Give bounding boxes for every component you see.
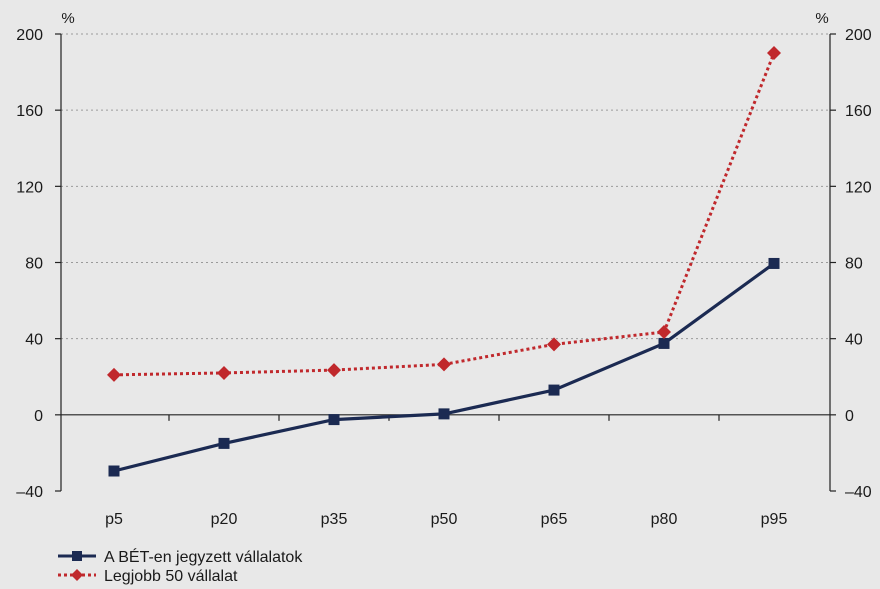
x-tick-label: p5 bbox=[105, 511, 123, 528]
y-tick-label-right: 0 bbox=[845, 408, 854, 425]
legend-label-2: Legjobb 50 vállalat bbox=[104, 568, 238, 585]
data-point-series-1 bbox=[658, 337, 670, 349]
y-tick-label-right: 80 bbox=[845, 256, 863, 273]
y-tick-label-right: 200 bbox=[845, 27, 872, 44]
left-y-unit-label: % bbox=[61, 10, 74, 27]
y-tick-label-left: 200 bbox=[16, 27, 43, 44]
y-tick-label-left: 80 bbox=[25, 256, 43, 273]
right-y-unit-label: % bbox=[815, 10, 828, 27]
tick-labels: –40 –40 0 0 40 40 80 80 120 120 160 160 200 200 p5 p20 p… bbox=[16, 27, 872, 528]
x-tick-label: p50 bbox=[431, 511, 458, 528]
x-tick-label: p65 bbox=[541, 511, 568, 528]
data-point-series-2 bbox=[217, 365, 231, 380]
series bbox=[107, 46, 781, 477]
y-tick-label-right: –40 bbox=[845, 484, 872, 501]
data-point-series-1 bbox=[108, 465, 120, 477]
legend-marker-1 bbox=[72, 551, 82, 561]
data-point-series-2 bbox=[107, 367, 121, 382]
data-point-series-2 bbox=[547, 337, 561, 352]
x-tick-label: p80 bbox=[651, 511, 678, 528]
legend-marker-2 bbox=[71, 569, 83, 581]
data-point-series-2 bbox=[437, 357, 451, 372]
data-point-series-1 bbox=[438, 408, 450, 420]
x-tick-label: p95 bbox=[761, 511, 788, 528]
data-point-series-1 bbox=[768, 257, 780, 269]
data-point-series-1 bbox=[328, 414, 340, 426]
data-point-series-1 bbox=[218, 437, 230, 449]
y-tick-label-left: 40 bbox=[25, 332, 43, 349]
data-point-series-2 bbox=[767, 46, 781, 61]
data-point-series-2 bbox=[657, 325, 671, 340]
x-tick-label: p20 bbox=[211, 511, 238, 528]
y-tick-label-left: 120 bbox=[16, 179, 43, 196]
y-tick-label-right: 120 bbox=[845, 179, 872, 196]
x-tick-label: p35 bbox=[321, 511, 348, 528]
y-tick-label-right: 40 bbox=[845, 332, 863, 349]
legend: A BÉT-en jegyzett vállalatok Legjobb 50 v… bbox=[58, 547, 303, 585]
y-tick-label-left: 0 bbox=[34, 408, 43, 425]
data-point-series-1 bbox=[548, 384, 560, 396]
y-tick-label-left: –40 bbox=[16, 484, 43, 501]
legend-label-1: A BÉT-en jegyzett vállalatok bbox=[104, 547, 303, 566]
data-point-series-2 bbox=[327, 363, 341, 378]
series-line-2 bbox=[113, 52, 776, 377]
gridlines bbox=[61, 33, 830, 340]
y-tick-label-right: 160 bbox=[845, 103, 872, 120]
y-tick-label-left: 160 bbox=[16, 103, 43, 120]
